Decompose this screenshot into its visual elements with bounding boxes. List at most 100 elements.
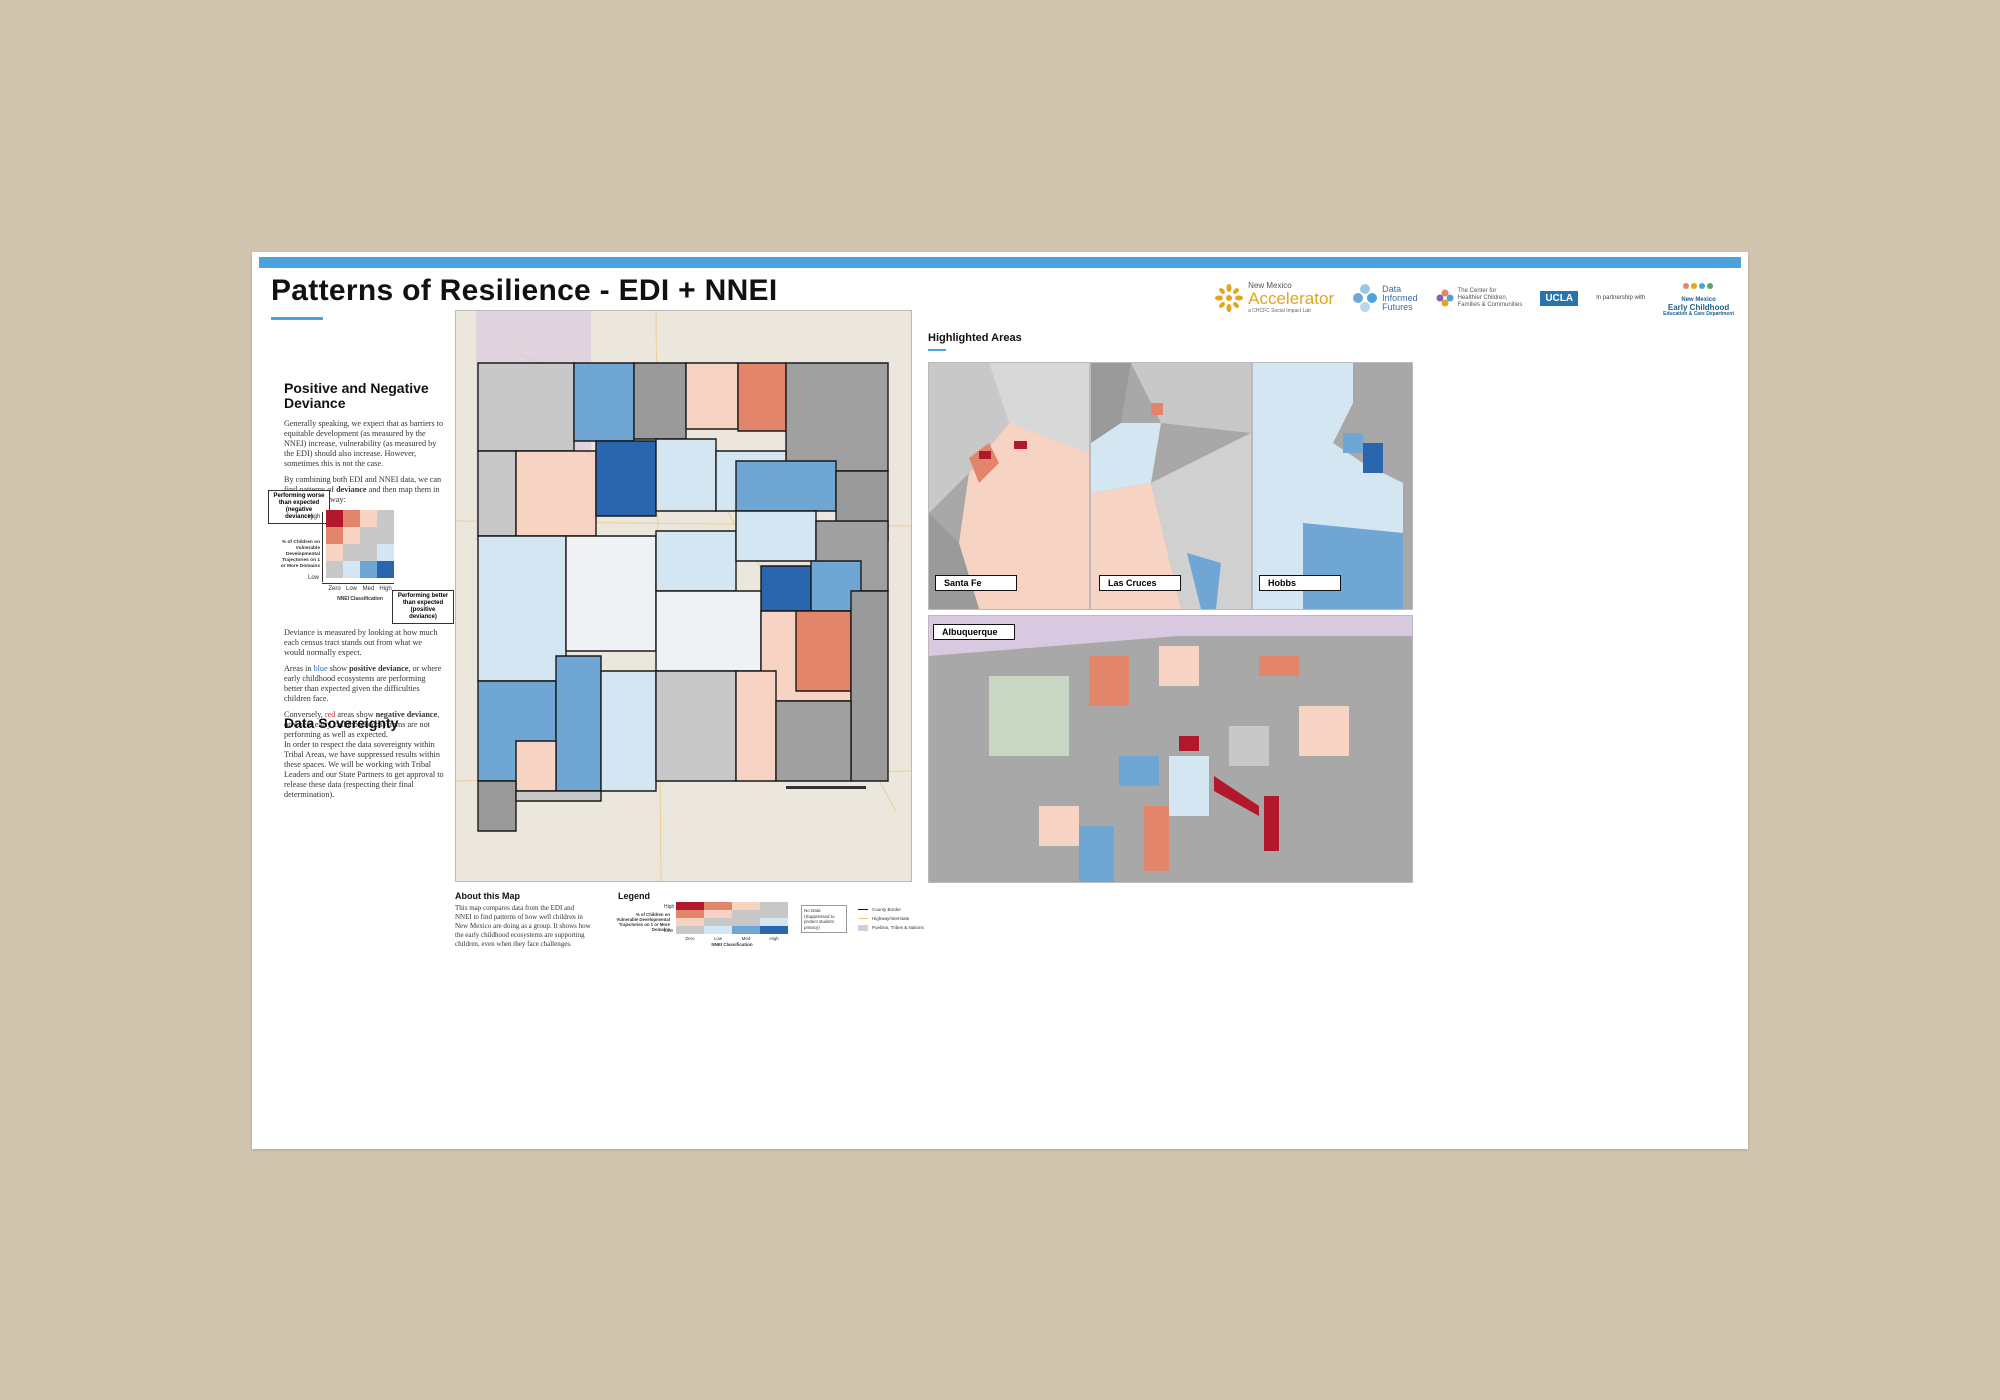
legend-highway-label: Highway/Interstate — [872, 916, 910, 921]
matrix-x-label: NNEI Classification — [337, 596, 383, 602]
dif-line-2: Informed — [1382, 292, 1418, 303]
legend-no-data-box: No Data (Suppressed to protect student p… — [801, 905, 847, 933]
legend-pueblos: Pueblos, Tribes & Nations — [858, 923, 924, 932]
x-tick: Med — [362, 586, 375, 592]
legend-pueblos-label: Pueblos, Tribes & Nations — [872, 925, 924, 930]
new-mexico-map[interactable] — [455, 310, 912, 882]
matrix-cell — [343, 561, 360, 578]
legend-x-tick: Med — [741, 936, 751, 941]
inset-albuquerque[interactable]: Albuquerque — [928, 615, 1413, 883]
legend-title: Legend — [618, 891, 651, 901]
ece-line-2: Early Childhood — [1667, 302, 1730, 312]
santa-fe-svg — [929, 363, 1089, 609]
county-polygons — [477, 362, 889, 832]
matrix-cell — [760, 926, 788, 934]
highlighted-title: Highlighted Areas — [928, 332, 1022, 344]
sovereignty-text: In order to respect the data sovereignty… — [284, 740, 444, 799]
matrix-cell — [676, 918, 704, 926]
map-scale-bar — [786, 786, 866, 789]
inset-santa-fe[interactable]: Santa Fe — [928, 362, 1090, 610]
matrix-cell — [377, 510, 394, 527]
dp3-c: , or where early childhood ecosystems ar… — [284, 710, 440, 739]
dif-line-3: Futures — [1382, 301, 1413, 312]
matrix-cell — [732, 926, 760, 934]
page-title: Patterns of Resilience - EDI + NNEI — [271, 274, 778, 307]
dp3-red: red — [324, 710, 336, 719]
county-line-swatch — [858, 908, 868, 911]
inset-hobbs[interactable]: Hobbs — [1252, 362, 1413, 610]
deviance-paragraph-1: Deviance is measured by looking at how m… — [284, 628, 438, 657]
legend-no-data: No Data (Suppressed to protect student p… — [804, 908, 835, 930]
matrix-y-high: High — [308, 514, 321, 520]
legend-x-ticks: Zero Low Med High — [676, 936, 788, 941]
albuquerque-svg — [929, 616, 1412, 882]
matrix-cell — [704, 902, 732, 910]
matrix-cell — [343, 544, 360, 561]
sovereignty-title: Data Sovereignty — [284, 715, 399, 731]
legend-highway: Highway/Interstate — [858, 914, 924, 923]
highlighted-underline — [928, 349, 946, 351]
callout-negative-deviance: Performing worse than expected (negative… — [268, 490, 330, 524]
dif-line-1: Data — [1382, 283, 1402, 294]
callout-positive-deviance: Performing better than expected (positiv… — [392, 590, 454, 624]
deviance-explanation: Deviance is measured by looking at how m… — [284, 628, 444, 746]
x-tick: High — [379, 586, 392, 592]
legend-county-label: County Border — [872, 907, 902, 912]
ece-line-1: New Mexico — [1681, 296, 1716, 303]
inset-label-santa-fe: Santa Fe — [935, 575, 1017, 591]
matrix-cell — [676, 902, 704, 910]
about-title: About this Map — [455, 891, 520, 901]
ece-line-3: Education & Care Department — [1663, 310, 1734, 317]
matrix-cell — [704, 910, 732, 918]
matrix-cell — [732, 902, 760, 910]
matrix-cell — [732, 918, 760, 926]
matrix-cell — [377, 544, 394, 561]
legend-matrix — [676, 902, 788, 934]
intro-paragraph-1: Generally speaking, we expect that as ba… — [284, 419, 444, 468]
dp2-c: , or where early childhood ecosystems ar… — [284, 664, 442, 703]
matrix-cell — [360, 510, 377, 527]
legend-y-high: High — [664, 904, 675, 910]
matrix-cell — [343, 527, 360, 544]
inset-label-hobbs: Hobbs — [1259, 575, 1341, 591]
deviance-paragraph-2: Areas in blue show positive deviance, or… — [284, 664, 444, 704]
las-cruces-svg — [1091, 363, 1251, 609]
top-accent-bar — [259, 257, 1741, 268]
matrix-cell — [326, 561, 343, 578]
matrix-cell — [732, 910, 760, 918]
accelerator-sub: a CHCFC Social Impact Lab — [1248, 308, 1311, 314]
chc-line-3: Families & Communities — [1457, 301, 1523, 308]
matrix-cell — [343, 510, 360, 527]
matrix-cell — [676, 910, 704, 918]
pueblos-swatch — [858, 924, 868, 931]
matrix-y-label: % of Children on Vulnerable Developmenta… — [280, 540, 320, 569]
legend-x-tick: High — [769, 936, 779, 941]
matrix-cell — [760, 910, 788, 918]
legend-lines: County Border Highway/Interstate Pueblos… — [858, 905, 924, 932]
deviance-matrix — [326, 510, 394, 578]
matrix-x-axis — [322, 583, 394, 584]
dp3-bold: negative deviance — [375, 710, 438, 719]
matrix-cell — [377, 527, 394, 544]
highway-line-swatch — [858, 917, 868, 920]
matrix-cell — [760, 918, 788, 926]
legend-county: County Border — [858, 905, 924, 914]
matrix-cell — [326, 544, 343, 561]
matrix-cell — [326, 510, 343, 527]
ucla-logo: UCLA — [1540, 290, 1579, 306]
dif-logo: Data Informed Futures — [1352, 283, 1418, 313]
matrix-cell — [676, 926, 704, 934]
inset-las-cruces[interactable]: Las Cruces — [1090, 362, 1252, 610]
legend-x-tick: Zero — [685, 936, 695, 941]
matrix-y-low: Low — [308, 575, 320, 581]
x-tick: Zero — [328, 586, 341, 592]
chc-flower-icon — [1436, 289, 1454, 307]
about-text: This map compares data from the EDI and … — [455, 904, 591, 948]
matrix-x-ticks: Zero Low Med High — [326, 586, 394, 592]
deviance-paragraph-3: Conversely, red areas show negative devi… — [284, 710, 444, 740]
chc-line-1: The Center for — [1457, 287, 1497, 294]
x-tick: Low — [345, 586, 357, 592]
dif-hex-icon — [1353, 284, 1378, 312]
chc-logo: The Center for Healthier Children, Famil… — [1436, 287, 1523, 309]
intro-p2-bold: deviance — [336, 485, 367, 494]
